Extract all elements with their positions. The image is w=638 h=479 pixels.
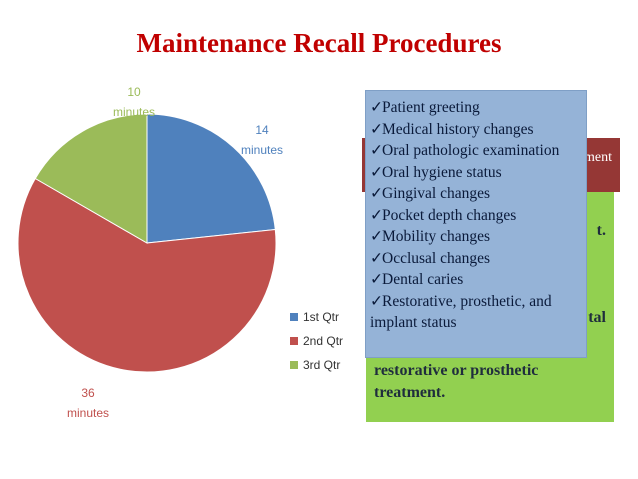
checklist-item: ✓Medical history changes — [370, 119, 582, 141]
checklist-item: ✓Dental caries — [370, 269, 582, 291]
checklist-item-label: Oral pathologic examination — [382, 142, 560, 159]
checklist-item-label: Occlusal changes — [382, 249, 491, 267]
red-panel-text: ment — [584, 150, 612, 165]
checkmark-icon: ✓ — [370, 120, 383, 138]
checkmark-icon: ✓ — [370, 271, 383, 288]
checklist-item-label: Pocket depth changes — [382, 206, 517, 224]
checkmark-icon: ✓ — [370, 206, 383, 224]
legend-swatch-3 — [290, 361, 298, 369]
data-label-3: 10 minutes — [113, 85, 155, 119]
pie-slice-1st-qtr — [146, 113, 276, 244]
checkmark-icon: ✓ — [370, 249, 383, 267]
checklist-item-label: Patient greeting — [382, 99, 480, 116]
checklist-item-label: Mobility changes — [382, 228, 491, 245]
checklist-item-label: Oral hygiene status — [382, 163, 502, 181]
checklist-item-label: Restorative, prosthetic, and implant sta… — [370, 292, 552, 332]
checkmark-icon: ✓ — [370, 163, 383, 181]
checklist-item-label: Dental caries — [382, 271, 464, 288]
checklist-item: ✓Restorative, prosthetic, and implant st… — [370, 291, 582, 334]
data-labels: 14 minutes 36 minutes 10 minutes — [67, 85, 283, 420]
checkmark-icon: ✓ — [370, 292, 383, 310]
data-label-2: 36 minutes — [67, 386, 109, 420]
checklist-panel: ✓Patient greeting ✓Medical history change… — [365, 90, 587, 358]
checklist-item: ✓Gingival changes — [370, 183, 582, 205]
legend-label-2: 2nd Qtr — [303, 334, 343, 348]
checkmark-icon: ✓ — [370, 228, 383, 245]
green-panel-line-2: tal — [588, 309, 606, 326]
data-label-1: 14 minutes — [241, 123, 283, 157]
legend-label-1: 1st Qtr — [303, 310, 339, 324]
checklist-item: ✓Oral pathologic examination — [370, 140, 582, 162]
pie-slice-2nd-qtr — [17, 177, 277, 373]
checkmark-icon: ✓ — [370, 142, 383, 159]
checklist-item: ✓Oral hygiene status — [370, 162, 582, 184]
checkmark-icon: ✓ — [370, 99, 383, 116]
chart-legend: 1st Qtr 2nd Qtr 3rd Qtr — [290, 310, 343, 372]
legend-label-3: 3rd Qtr — [303, 358, 340, 372]
checklist-item-label: Medical history changes — [382, 120, 534, 138]
legend-swatch-2 — [290, 337, 298, 345]
checklist-item: ✓Mobility changes — [370, 226, 582, 248]
pie-slice-3rd-qtr — [34, 113, 148, 244]
checklist-item: ✓Pocket depth changes — [370, 205, 582, 227]
checklist-item-label: Gingival changes — [382, 185, 491, 202]
checkmark-icon: ✓ — [370, 185, 383, 202]
legend-swatch-1 — [290, 313, 298, 321]
page-title: Maintenance Recall Procedures — [136, 28, 502, 58]
pie-slices — [17, 113, 277, 373]
checklist-item: ✓Occlusal changes — [370, 248, 582, 270]
checklist-item: ✓Patient greeting — [370, 97, 582, 119]
green-panel-line-1: t. — [596, 222, 606, 239]
